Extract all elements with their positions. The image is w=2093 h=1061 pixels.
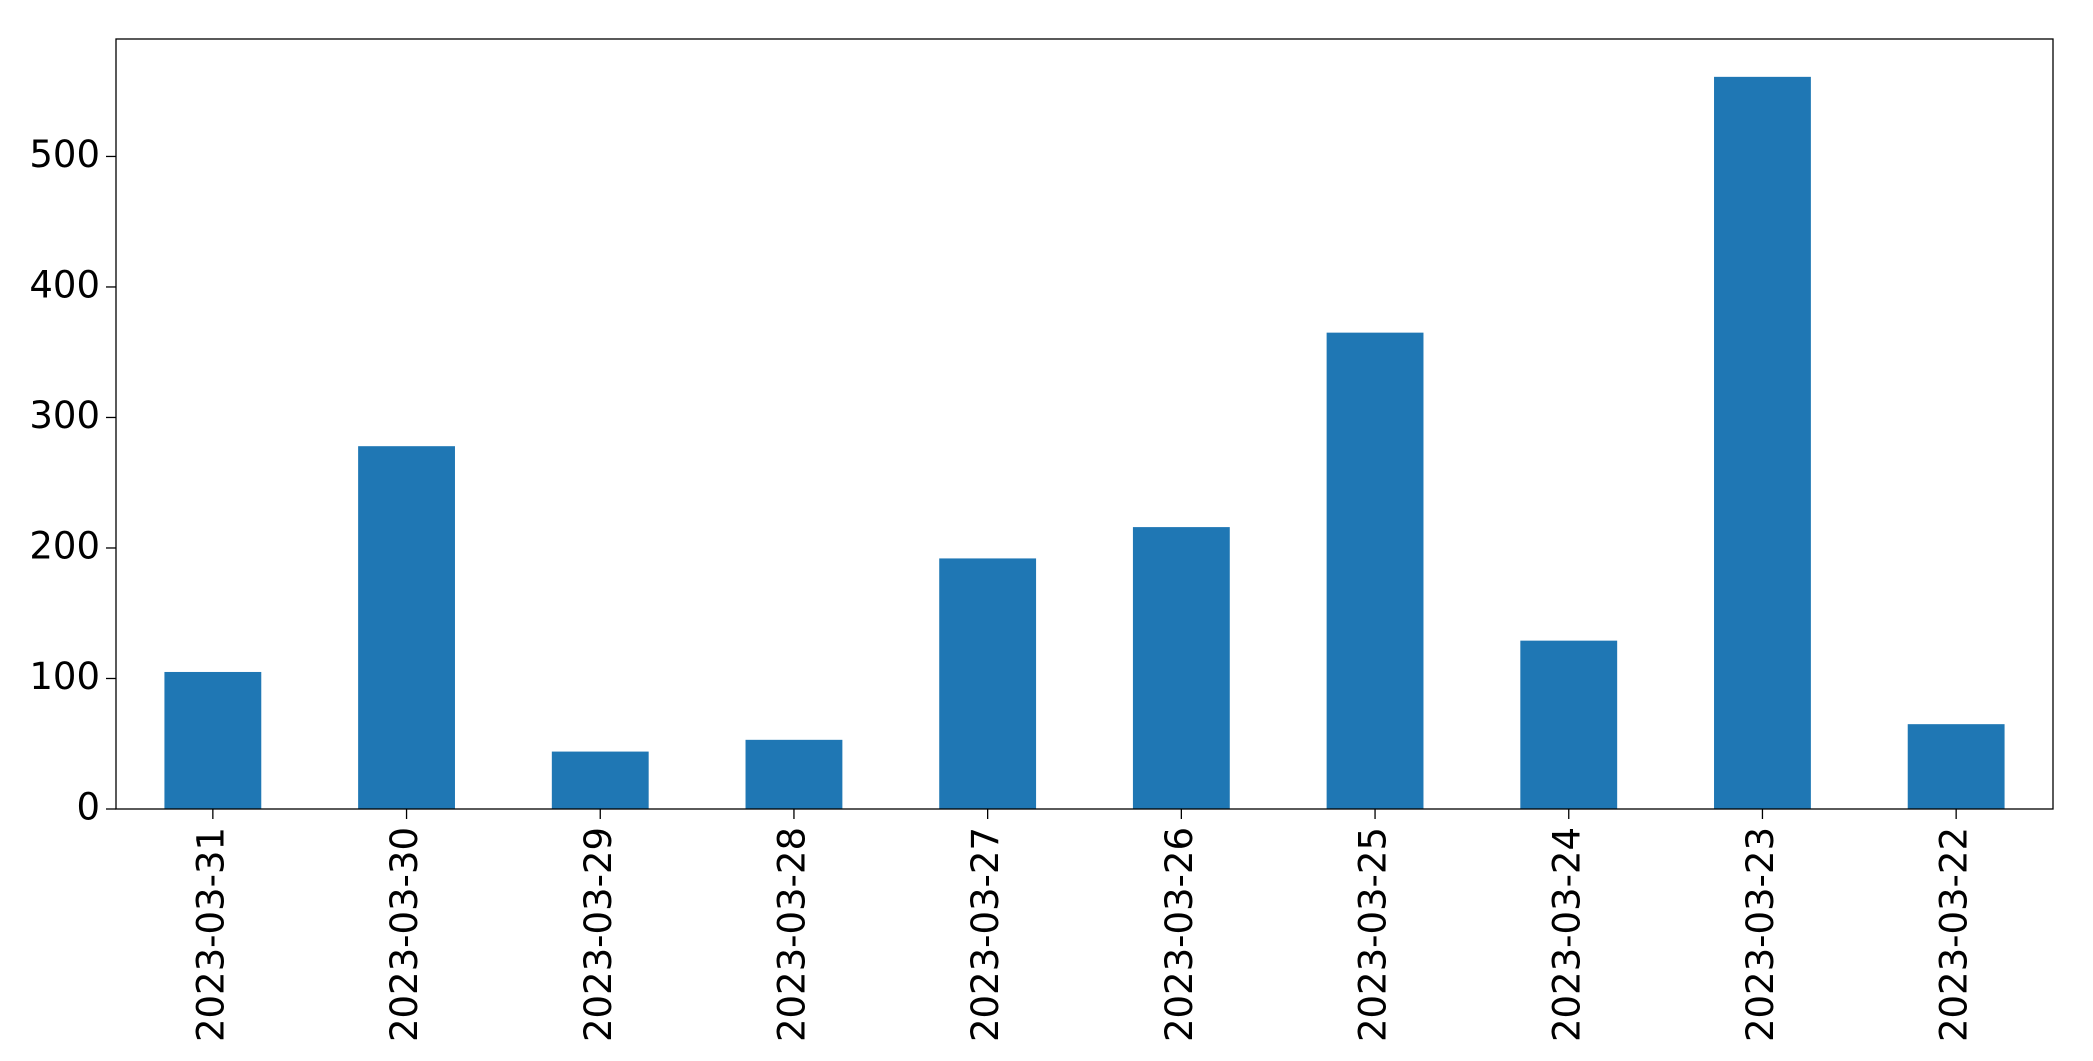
y-tick-label: 300 [29,394,100,437]
x-tick-label: 2023-03-26 [1158,827,1201,1042]
bar [1907,724,2005,809]
x-tick-label: 2023-03-22 [1933,827,1976,1042]
x-tick-label: 2023-03-23 [1739,827,1782,1042]
bar [1714,76,1811,809]
y-tick-label: 100 [29,655,100,698]
bar [939,558,1037,809]
x-tick-label: 2023-03-28 [770,827,813,1042]
bar [358,446,455,809]
y-tick-label: 200 [29,524,100,567]
bar [1326,332,1424,809]
x-tick-label: 2023-03-30 [383,827,426,1042]
x-tick-label: 2023-03-27 [964,827,1007,1042]
bar [164,671,262,809]
y-tick-label: 0 [76,786,100,829]
x-tick-label: 2023-03-29 [577,827,620,1042]
bar [745,739,843,809]
y-tick-label: 500 [29,133,100,176]
bar [1520,640,1618,809]
x-tick-label: 2023-03-25 [1352,827,1395,1042]
bar [551,751,649,809]
plot-frame [115,38,2054,810]
x-tick-label: 2023-03-31 [189,827,232,1042]
x-tick-label: 2023-03-24 [1545,827,1588,1042]
bar [1132,527,1230,809]
y-tick-label: 400 [29,263,100,306]
